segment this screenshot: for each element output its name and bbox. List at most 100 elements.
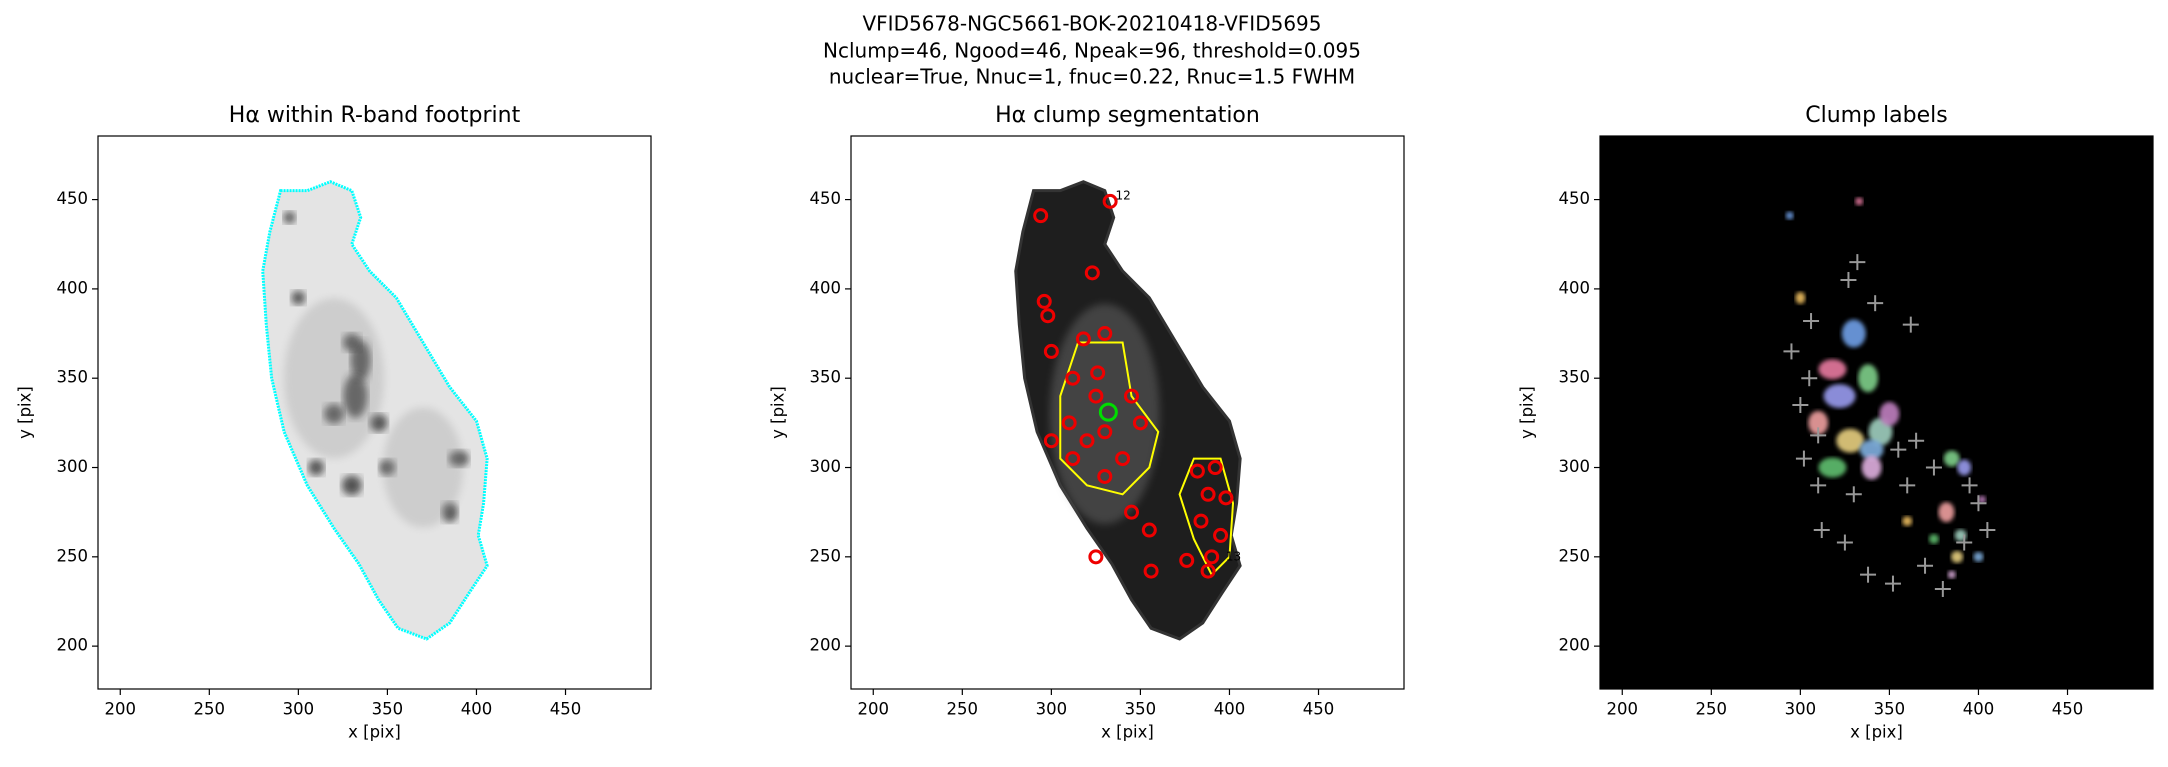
clump-marker bbox=[1218, 490, 1234, 506]
x-axis-label: x [pix] bbox=[1101, 723, 1154, 742]
clump-marker bbox=[1189, 463, 1205, 479]
y-tick-label: 250 bbox=[1559, 546, 1591, 565]
blob bbox=[1858, 364, 1879, 393]
panel: 200 250 300 350 400 450 200 250 300 350 400 450 Hα w… bbox=[16, 103, 652, 742]
x-tick-label: 300 bbox=[1036, 700, 1068, 719]
y-tick-label: 250 bbox=[57, 546, 89, 565]
x-tick-label: 350 bbox=[372, 700, 404, 719]
clump-marker bbox=[1061, 415, 1077, 431]
x-tick-label: 250 bbox=[194, 700, 226, 719]
y-tick-label: 350 bbox=[57, 368, 89, 387]
suptitle: Nclump=46, Ngood=46, Npeak=96, threshold… bbox=[823, 39, 1361, 63]
blob bbox=[1951, 550, 1964, 563]
blob bbox=[1902, 516, 1913, 527]
image bbox=[1600, 136, 2153, 689]
blob bbox=[1808, 410, 1829, 435]
y-axis-label: y [pix] bbox=[1518, 386, 1537, 439]
axes-frame bbox=[1599, 135, 2154, 690]
blob bbox=[1855, 197, 1864, 206]
clump-marker bbox=[1179, 552, 1195, 568]
blob bbox=[1978, 495, 1987, 504]
y-tick-label: 300 bbox=[1559, 457, 1591, 476]
y-tick-label: 450 bbox=[810, 189, 842, 208]
blob bbox=[1818, 359, 1847, 380]
axes-title: Hα clump segmentation bbox=[995, 103, 1260, 128]
x-tick-label: 400 bbox=[461, 700, 493, 719]
axes-frame bbox=[97, 135, 652, 690]
panel: 200 250 300 350 400 450 200 250 300 350 400 450 Clum… bbox=[1518, 103, 2154, 742]
clump-marker bbox=[1115, 451, 1131, 467]
clump-marker bbox=[1065, 451, 1081, 467]
x-tick-label: 300 bbox=[1785, 700, 1817, 719]
x-tick-label: 400 bbox=[1963, 700, 1995, 719]
clump-marker bbox=[1193, 513, 1209, 529]
clump-marker bbox=[1088, 549, 1104, 565]
clump-marker bbox=[1124, 504, 1140, 520]
x-tick-label: 350 bbox=[1874, 700, 1906, 719]
x-tick-label: 300 bbox=[283, 700, 315, 719]
axes-title: Hα within R-band footprint bbox=[229, 103, 521, 128]
y-tick-label: 200 bbox=[57, 636, 89, 655]
clump-marker bbox=[1079, 433, 1095, 449]
clump-marker bbox=[1207, 460, 1223, 476]
clump-marker bbox=[1132, 415, 1148, 431]
axes-frame bbox=[850, 135, 1405, 690]
clump-marker bbox=[1043, 433, 1059, 449]
blob bbox=[1879, 401, 1900, 426]
nucleus-marker bbox=[1098, 402, 1118, 422]
clump-marker bbox=[1033, 208, 1049, 224]
blob bbox=[1049, 303, 1160, 524]
clump-label: 13 bbox=[1226, 549, 1241, 563]
clump-marker bbox=[1200, 563, 1216, 579]
clump-marker bbox=[1097, 468, 1113, 484]
x-tick-label: 250 bbox=[1696, 700, 1728, 719]
y-tick-label: 300 bbox=[57, 457, 89, 476]
clump-marker bbox=[1213, 527, 1229, 543]
x-tick-label: 200 bbox=[1607, 700, 1639, 719]
clump-marker bbox=[1200, 486, 1216, 502]
clump-label: 12 bbox=[1115, 189, 1130, 203]
clump-marker bbox=[1204, 549, 1220, 565]
clump-marker bbox=[1090, 365, 1106, 381]
y-tick-label: 350 bbox=[1559, 368, 1591, 387]
clump-marker bbox=[1043, 343, 1059, 359]
segment-contour bbox=[1178, 457, 1235, 577]
blob bbox=[383, 407, 464, 528]
clump-marker bbox=[1097, 424, 1113, 440]
suptitle: nuclear=True, Nnuc=1, fnuc=0.22, Rnuc=1.… bbox=[829, 65, 1355, 89]
y-tick-label: 350 bbox=[810, 368, 842, 387]
image-background bbox=[1600, 136, 2153, 689]
clump-marker bbox=[1088, 388, 1104, 404]
blob bbox=[283, 298, 384, 459]
x-axis-label: x [pix] bbox=[1850, 723, 1903, 742]
axes-title: Clump labels bbox=[1805, 103, 1947, 128]
blob bbox=[1947, 570, 1956, 579]
x-tick-label: 250 bbox=[947, 700, 979, 719]
x-tick-label: 450 bbox=[550, 700, 582, 719]
x-tick-label: 450 bbox=[2052, 700, 2084, 719]
y-tick-label: 300 bbox=[810, 457, 842, 476]
image bbox=[98, 136, 651, 689]
clump-marker bbox=[1075, 331, 1091, 347]
clump-marker bbox=[1084, 265, 1100, 281]
x-tick-label: 350 bbox=[1125, 700, 1157, 719]
y-axis-label: y [pix] bbox=[16, 386, 35, 439]
x-tick-label: 450 bbox=[1303, 700, 1335, 719]
blob bbox=[1823, 384, 1856, 409]
blob bbox=[1841, 319, 1866, 348]
y-tick-label: 400 bbox=[1559, 278, 1591, 297]
y-tick-label: 400 bbox=[810, 278, 842, 297]
clump-marker bbox=[1040, 308, 1056, 324]
blob bbox=[341, 475, 362, 496]
y-axis-label: y [pix] bbox=[769, 386, 788, 439]
blob bbox=[1861, 455, 1882, 480]
blob bbox=[283, 211, 296, 224]
blob bbox=[1795, 291, 1806, 304]
blob bbox=[1859, 439, 1884, 460]
blob bbox=[1973, 551, 1984, 562]
blob bbox=[1938, 502, 1955, 523]
clump-marker bbox=[1036, 293, 1052, 309]
blob bbox=[1957, 459, 1972, 476]
x-tick-label: 400 bbox=[1214, 700, 1246, 719]
clump-marker bbox=[1065, 370, 1081, 386]
